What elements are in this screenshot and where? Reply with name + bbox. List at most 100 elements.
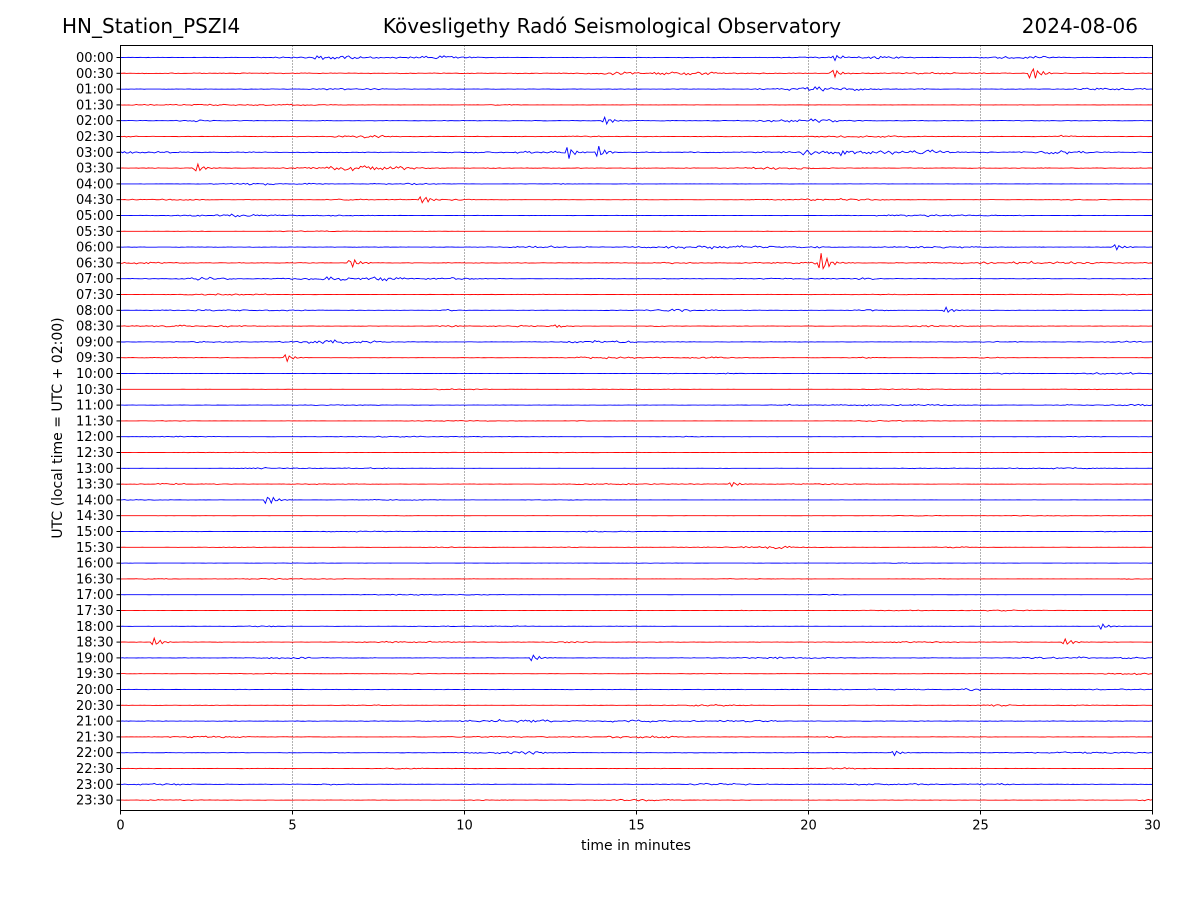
y-tick-label: 14:00 bbox=[76, 493, 113, 508]
trace-0630 bbox=[120, 253, 1153, 271]
trace-0400 bbox=[120, 182, 1153, 186]
trace-2300 bbox=[120, 782, 1153, 786]
y-tick-label: 12:30 bbox=[76, 446, 113, 461]
y-tick-label: 17:00 bbox=[76, 588, 113, 603]
y-tick-label: 02:00 bbox=[76, 114, 113, 129]
trace-1400 bbox=[120, 496, 1153, 505]
x-tick-label: 30 bbox=[1144, 819, 1161, 834]
trace-0700 bbox=[120, 276, 1153, 282]
x-tick-label: 15 bbox=[628, 819, 645, 834]
trace-1630 bbox=[120, 577, 1153, 580]
trace-0230 bbox=[120, 134, 1153, 139]
y-tick-label: 01:30 bbox=[76, 98, 113, 113]
y-tick-label: 14:30 bbox=[76, 509, 113, 524]
trace-1000 bbox=[120, 371, 1153, 375]
y-tick-label: 05:30 bbox=[76, 225, 113, 240]
trace-0130 bbox=[120, 103, 1153, 107]
trace-0800 bbox=[120, 306, 1153, 314]
trace-1500 bbox=[120, 530, 1153, 533]
y-axis-label: UTC (local time = UTC + 02:00) bbox=[50, 317, 66, 538]
y-tick-label: 02:30 bbox=[76, 130, 113, 145]
trace-1930 bbox=[120, 672, 1153, 676]
y-tick-label: 21:30 bbox=[76, 730, 113, 745]
trace-1530 bbox=[120, 545, 1153, 550]
y-tick-label: 15:00 bbox=[76, 525, 113, 540]
trace-0100 bbox=[120, 86, 1153, 92]
trace-1130 bbox=[120, 420, 1153, 422]
trace-1330 bbox=[120, 481, 1153, 488]
trace-0530 bbox=[120, 230, 1153, 233]
y-tick-label: 16:00 bbox=[76, 557, 113, 572]
trace-0300 bbox=[120, 145, 1153, 159]
y-tick-label: 10:00 bbox=[76, 367, 113, 382]
trace-1800 bbox=[120, 623, 1153, 631]
trace-1700 bbox=[120, 593, 1153, 596]
y-tick-label: 17:30 bbox=[76, 604, 113, 619]
trace-1600 bbox=[120, 562, 1153, 564]
y-tick-label: 06:00 bbox=[76, 241, 113, 256]
trace-2330 bbox=[120, 798, 1153, 802]
y-tick-label: 23:30 bbox=[76, 794, 113, 809]
y-tick-label: 21:00 bbox=[76, 715, 113, 730]
y-axis-ticks: 00:0000:3001:0001:3002:0002:3003:0003:30… bbox=[76, 51, 121, 809]
y-tick-label: 04:00 bbox=[76, 177, 113, 192]
trace-0430 bbox=[120, 195, 1153, 204]
trace-0930 bbox=[120, 353, 1153, 363]
y-tick-label: 20:30 bbox=[76, 699, 113, 714]
y-tick-label: 00:30 bbox=[76, 67, 113, 82]
chart-date: 2024-08-06 bbox=[1021, 14, 1138, 38]
trace-2130 bbox=[120, 735, 1153, 739]
y-tick-label: 15:30 bbox=[76, 541, 113, 556]
x-tick-label: 5 bbox=[288, 819, 296, 834]
y-tick-label: 16:30 bbox=[76, 572, 113, 587]
y-tick-label: 18:30 bbox=[76, 636, 113, 651]
y-tick-label: 06:30 bbox=[76, 256, 113, 271]
y-tick-label: 11:30 bbox=[76, 414, 113, 429]
trace-1100 bbox=[120, 403, 1153, 407]
trace-0500 bbox=[120, 213, 1153, 218]
y-tick-label: 12:00 bbox=[76, 430, 113, 445]
trace-0900 bbox=[120, 339, 1153, 345]
station-name: HN_Station_PSZI4 bbox=[62, 14, 241, 38]
trace-1900 bbox=[120, 654, 1153, 662]
trace-2230 bbox=[120, 767, 1153, 770]
y-tick-label: 23:00 bbox=[76, 778, 113, 793]
trace-1830 bbox=[120, 636, 1153, 646]
y-tick-label: 08:30 bbox=[76, 320, 113, 335]
y-tick-label: 03:30 bbox=[76, 162, 113, 177]
y-tick-label: 13:00 bbox=[76, 462, 113, 477]
y-tick-label: 04:30 bbox=[76, 193, 113, 208]
y-tick-label: 00:00 bbox=[76, 51, 113, 66]
y-tick-label: 03:00 bbox=[76, 146, 113, 161]
trace-2030 bbox=[120, 704, 1153, 707]
trace-1030 bbox=[120, 388, 1153, 391]
y-tick-label: 09:30 bbox=[76, 351, 113, 366]
trace-1430 bbox=[120, 514, 1153, 517]
trace-0730 bbox=[120, 293, 1153, 296]
trace-1200 bbox=[120, 435, 1153, 438]
y-tick-label: 20:00 bbox=[76, 683, 113, 698]
y-tick-label: 08:00 bbox=[76, 304, 113, 319]
trace-0330 bbox=[120, 162, 1153, 172]
vertical-gridlines bbox=[292, 45, 981, 811]
y-tick-label: 19:30 bbox=[76, 667, 113, 682]
y-tick-label: 22:30 bbox=[76, 762, 113, 777]
trace-0830 bbox=[120, 324, 1153, 328]
y-tick-label: 07:30 bbox=[76, 288, 113, 303]
trace-0030 bbox=[120, 67, 1153, 80]
x-tick-label: 25 bbox=[972, 819, 989, 834]
y-tick-label: 07:00 bbox=[76, 272, 113, 287]
y-tick-label: 10:30 bbox=[76, 383, 113, 398]
y-tick-label: 09:00 bbox=[76, 335, 113, 350]
y-tick-label: 22:00 bbox=[76, 746, 113, 761]
x-tick-label: 0 bbox=[116, 819, 124, 834]
x-axis-label: time in minutes bbox=[581, 838, 691, 854]
trace-2200 bbox=[120, 750, 1153, 757]
trace-1230 bbox=[120, 451, 1153, 454]
y-tick-label: 19:00 bbox=[76, 651, 113, 666]
trace-0000 bbox=[120, 54, 1153, 62]
chart-title: Kövesligethy Radó Seismological Observat… bbox=[382, 14, 842, 38]
x-tick-label: 20 bbox=[800, 819, 817, 834]
seismic-traces bbox=[120, 54, 1153, 802]
